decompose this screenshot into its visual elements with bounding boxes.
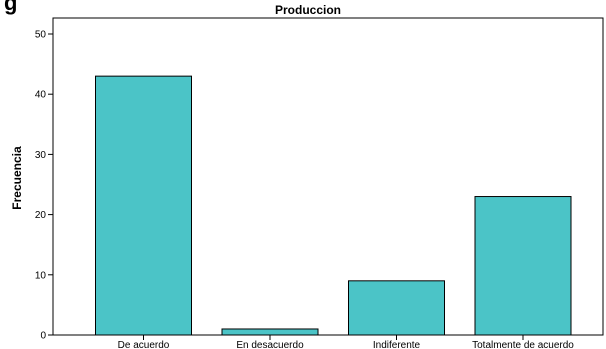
x-tick-label: Totalmente de acuerdo [472,340,574,349]
x-tick-label: Indiferente [373,340,421,349]
y-tick-label: 30 [35,150,47,161]
bar [221,328,319,336]
bar [348,280,445,336]
y-tick-label: 10 [35,270,47,281]
bar [95,75,192,336]
y-tick-label: 50 [35,30,47,41]
x-axis: De acuerdo En desacuerdo Indiferente Totalm… [118,335,574,349]
chart-title: Produccion [275,3,341,17]
y-axis: 0 10 20 30 40 50 [35,30,53,342]
bar [474,196,572,336]
y-tick-label: 0 [40,331,46,342]
y-axis-label: Frecuencia [10,146,24,210]
y-tick-label: 20 [35,210,47,221]
x-tick-label: De acuerdo [118,340,170,349]
bars [95,75,572,336]
corner-mark: g [4,0,17,15]
y-tick-label: 40 [35,90,47,101]
plot-frame [52,17,604,336]
x-tick-label: En desacuerdo [236,340,304,349]
